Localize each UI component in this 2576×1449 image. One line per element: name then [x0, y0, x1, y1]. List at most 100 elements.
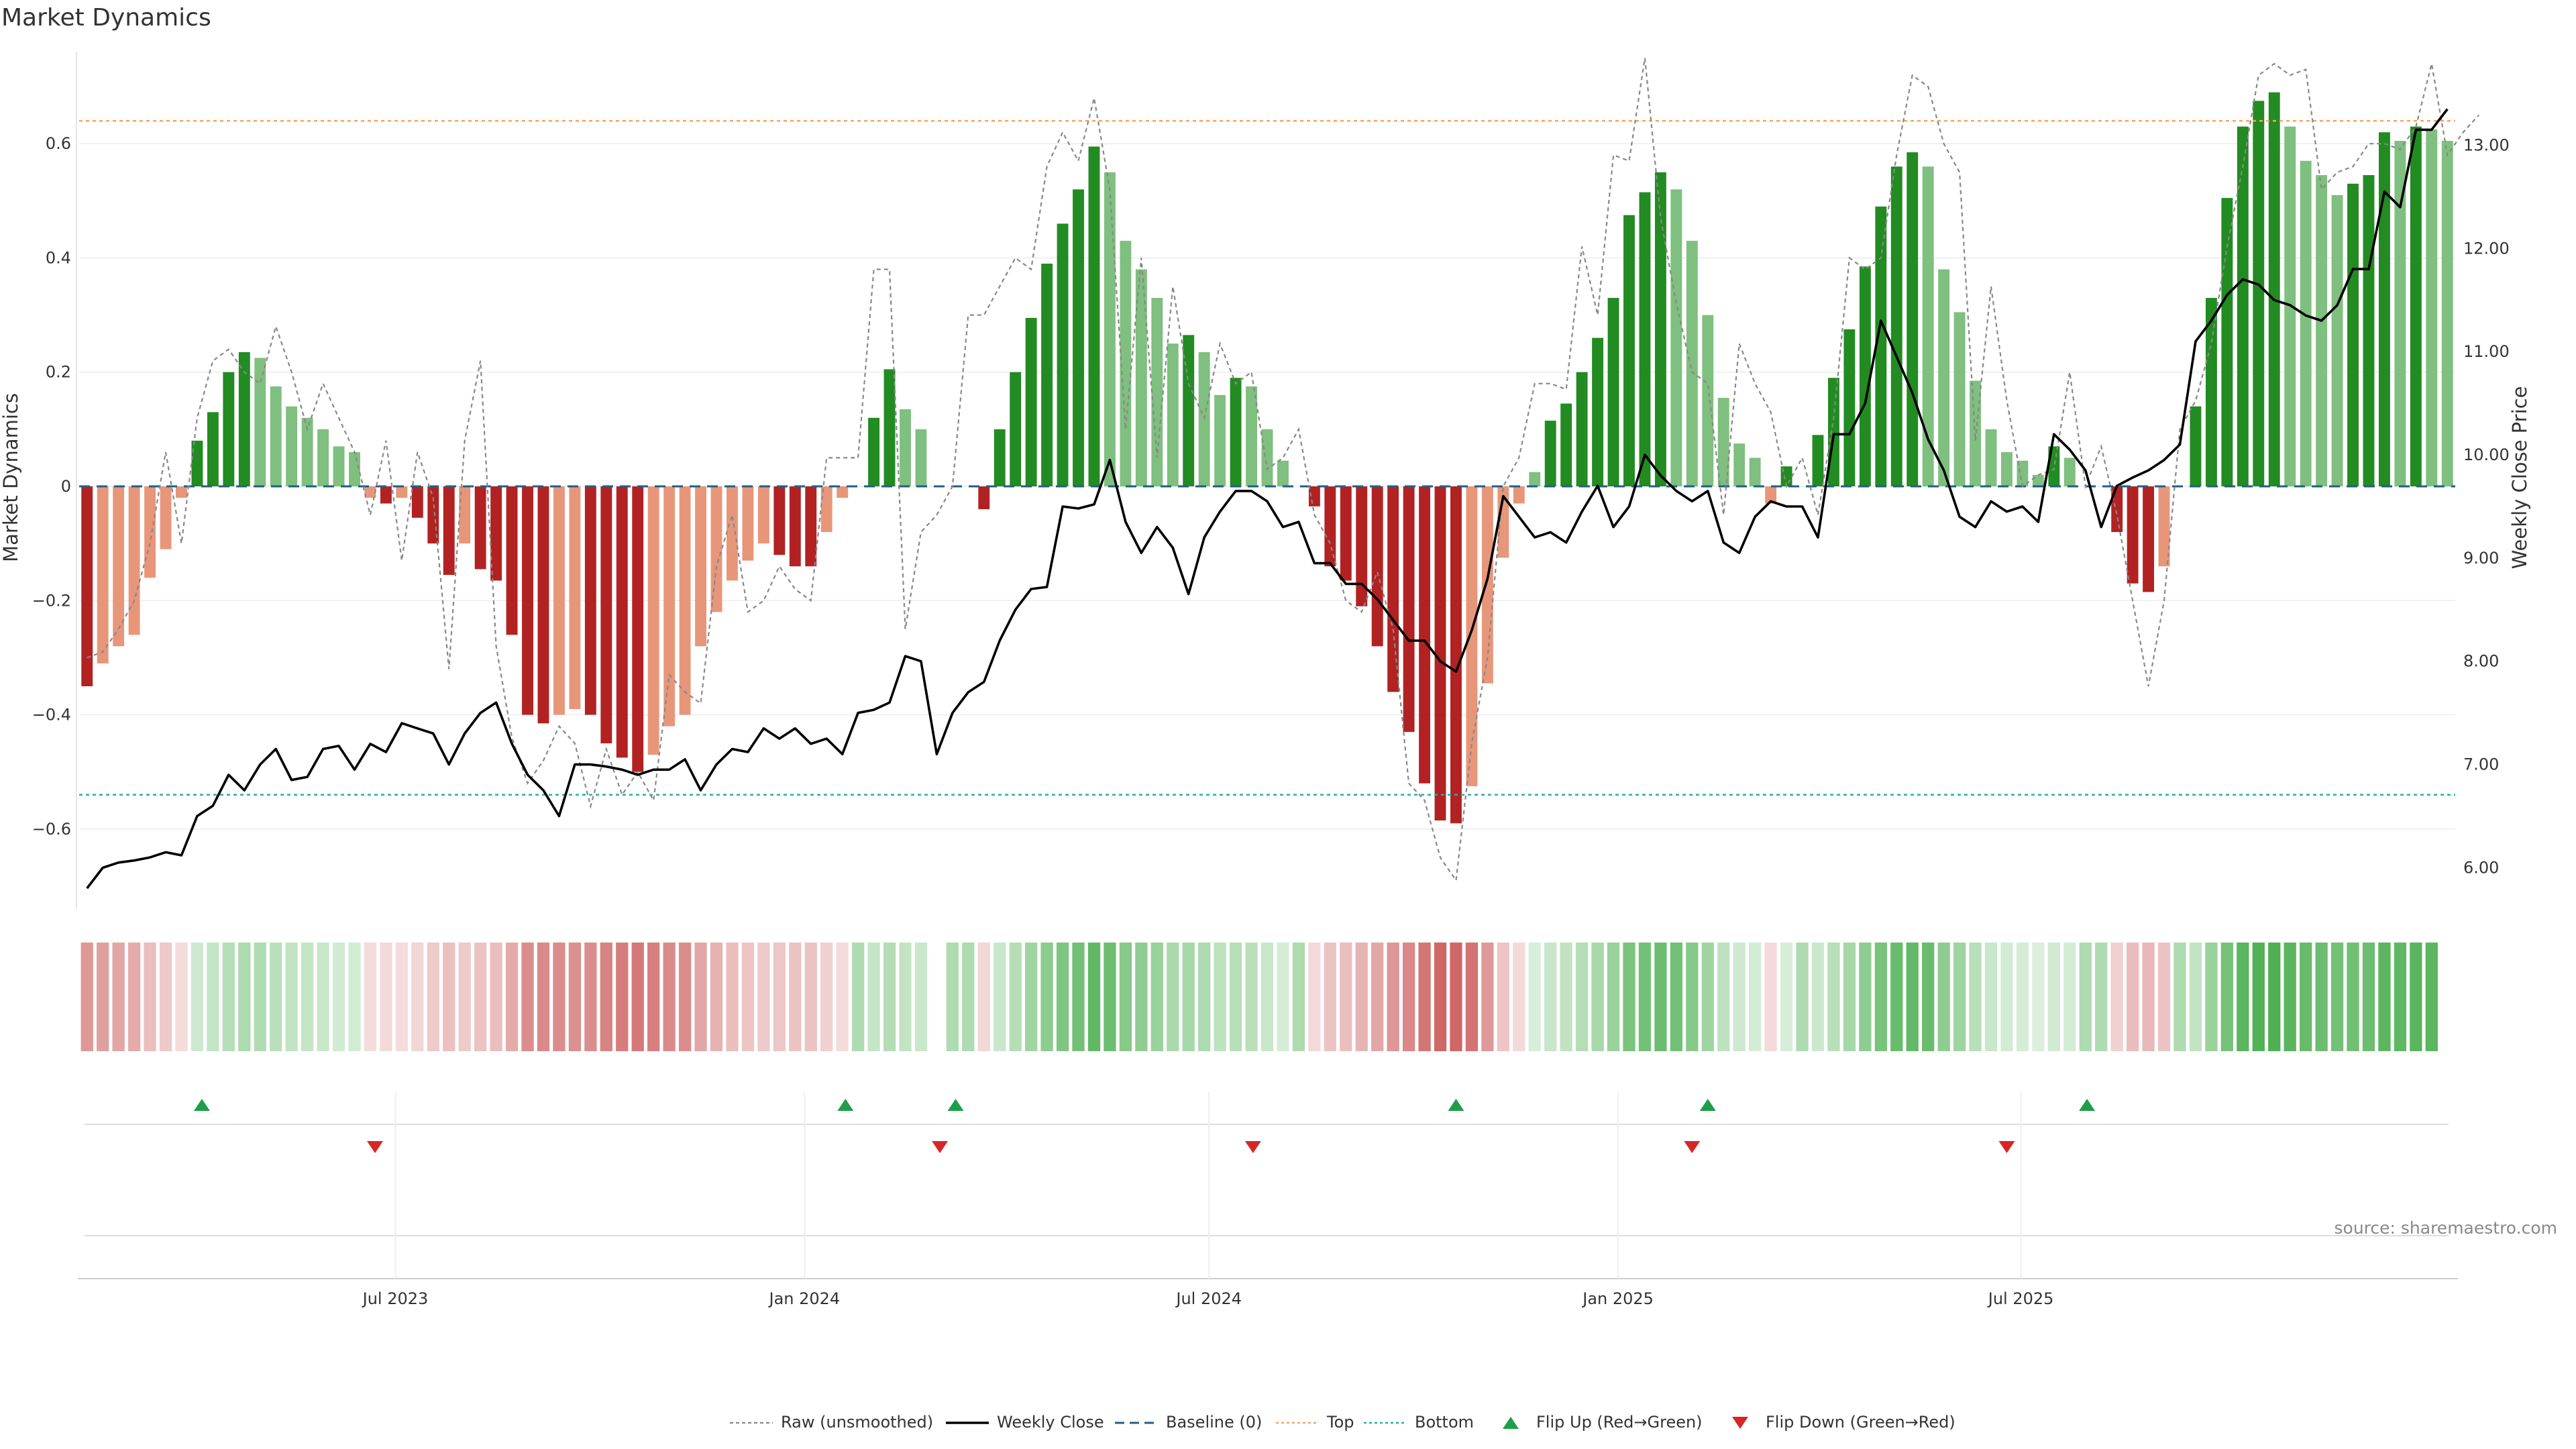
signal-cell — [851, 943, 865, 1051]
dynamics-bar — [679, 486, 691, 715]
signal-cell — [600, 943, 612, 1051]
signal-cell — [301, 943, 314, 1051]
dynamics-bar — [2331, 195, 2343, 487]
dynamics-bar — [459, 486, 471, 544]
dynamics-bar — [270, 386, 282, 487]
dynamics-bar — [1670, 189, 1682, 487]
dynamics-bar — [490, 486, 502, 581]
dynamics-bar — [1733, 443, 1746, 487]
signal-cell — [757, 943, 770, 1051]
legend: Raw (unsmoothed) Weekly Close Baseline (0)… — [730, 1413, 1955, 1432]
signal-cell — [1874, 943, 1887, 1051]
dynamics-bar — [128, 486, 140, 635]
signal-cell — [1198, 943, 1211, 1051]
dynamics-bar — [837, 486, 849, 498]
signal-cell — [443, 943, 455, 1051]
dynamics-bar — [1560, 403, 1572, 487]
signal-cell — [1796, 943, 1809, 1051]
dynamics-bar — [1371, 486, 1383, 647]
dynamics-bar — [1702, 315, 1714, 487]
signal-cell — [1277, 943, 1289, 1051]
signal-cell — [962, 943, 975, 1051]
dynamics-bar — [1387, 486, 1399, 692]
signal-cell — [1591, 943, 1604, 1051]
dynamics-bar — [1859, 266, 1871, 487]
signal-cell — [2237, 943, 2249, 1051]
signal-cell — [1984, 943, 1998, 1051]
dynamics-bar — [2253, 101, 2265, 487]
y-tick-label: −0.2 — [32, 591, 71, 610]
signal-cell — [804, 943, 817, 1051]
dynamics-bar — [1544, 421, 1556, 487]
dynamics-bar — [1073, 189, 1084, 487]
dynamics-bar — [805, 486, 817, 567]
signal-cell — [1764, 943, 1777, 1051]
y-tick-label: 0.4 — [46, 248, 71, 267]
signal-cell — [207, 943, 219, 1051]
dynamics-bar — [1607, 298, 1619, 487]
signal-cell — [2284, 943, 2296, 1051]
signal-cell — [1560, 943, 1572, 1051]
y-tick-label: 0.6 — [46, 134, 71, 153]
x-tick-label: Jan 2024 — [768, 1289, 841, 1308]
dynamics-bar — [1230, 378, 1242, 487]
dynamics-bar — [2426, 129, 2438, 487]
signal-cell — [553, 943, 566, 1051]
signal-cell — [2394, 943, 2407, 1051]
signal-cell — [2347, 943, 2359, 1051]
dynamics-bar — [522, 486, 533, 715]
signal-cell — [1308, 943, 1321, 1051]
dynamics-bar — [1466, 486, 1478, 786]
x-tick-label: Jan 2025 — [1581, 1289, 1654, 1308]
dynamics-bar — [1843, 329, 1856, 487]
dynamics-bar — [191, 440, 203, 487]
signal-cell — [332, 943, 345, 1051]
dynamics-bar — [1403, 486, 1415, 733]
flip-down-marker — [1998, 1141, 2015, 1153]
dynamics-bar — [2127, 486, 2139, 584]
signal-cell — [741, 943, 755, 1051]
signal-cell — [348, 943, 361, 1051]
y2-tick-label: 11.00 — [2463, 342, 2510, 361]
signal-cell — [631, 943, 644, 1051]
dynamics-bar — [2158, 486, 2170, 567]
dynamics-bar — [1592, 337, 1604, 487]
signal-cell — [80, 943, 93, 1051]
signal-cell — [2362, 943, 2375, 1051]
legend-label: Baseline (0) — [1166, 1413, 1262, 1432]
y-tick-label: −0.6 — [32, 820, 71, 839]
flip-down-marker — [366, 1141, 383, 1153]
signal-cell — [1214, 943, 1226, 1051]
signal-cell — [2000, 943, 2013, 1051]
source-note: source: sharemaestro.com — [2334, 1218, 2558, 1238]
signal-cell — [364, 943, 377, 1051]
signal-cell — [505, 943, 519, 1051]
dynamics-bar — [506, 486, 518, 635]
signal-cell — [2315, 943, 2328, 1051]
signal-cell — [2410, 943, 2422, 1051]
bar-series — [81, 92, 2453, 824]
signal-cell — [773, 943, 786, 1051]
signal-cell — [1906, 943, 1919, 1051]
dynamics-bar — [1419, 486, 1431, 784]
signal-cell — [616, 943, 629, 1051]
dynamics-bar — [757, 486, 769, 544]
dynamics-bar — [2410, 126, 2422, 487]
time-axis: Jul 2023 Jan 2024 Jul 2024 Jan 2025 Jul 2025 — [78, 1092, 2458, 1308]
signal-cell — [191, 943, 204, 1051]
signal-cell — [678, 943, 692, 1051]
signal-cell — [2110, 943, 2123, 1051]
dynamics-bar — [647, 486, 659, 755]
signal-cell — [127, 943, 141, 1051]
flip-markers — [85, 1099, 2449, 1236]
dynamics-bar — [695, 486, 706, 647]
signal-cell — [1387, 943, 1399, 1051]
dynamics-bar — [2032, 474, 2044, 487]
dynamics-bar — [820, 486, 833, 533]
signal-cell — [1167, 943, 1179, 1051]
signal-cell — [726, 943, 739, 1051]
dynamics-bar — [176, 486, 187, 498]
signal-cell — [1292, 943, 1305, 1051]
dynamics-bar — [1324, 486, 1336, 567]
legend-label: Flip Down (Green→Red) — [1766, 1413, 1955, 1432]
